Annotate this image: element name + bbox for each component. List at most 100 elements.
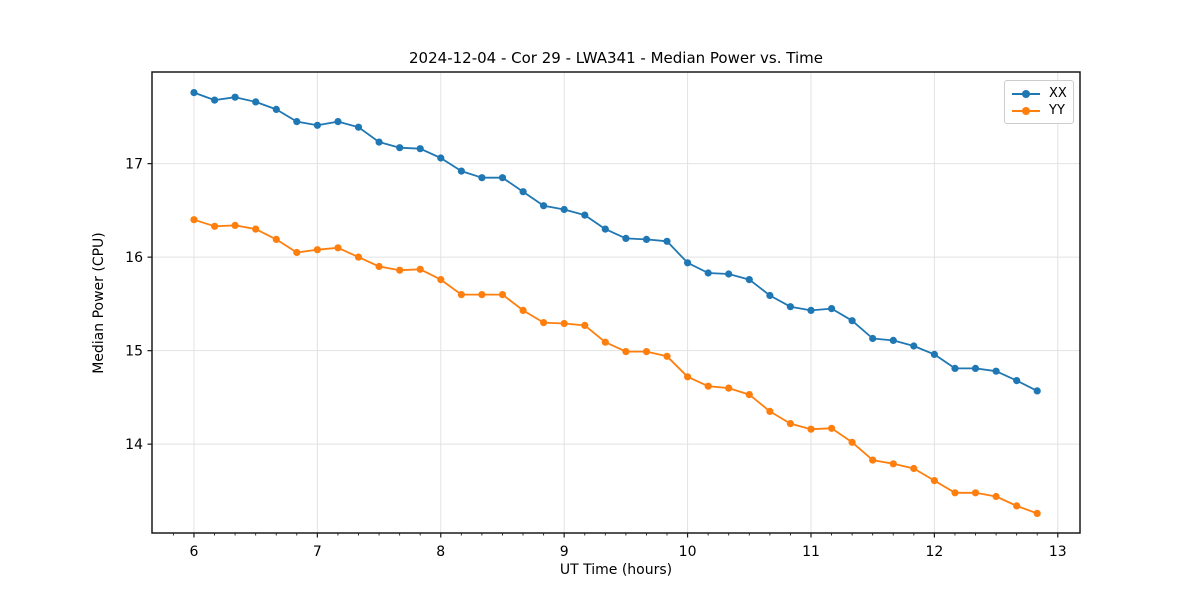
data-point-xx [745, 276, 753, 284]
data-point-yy [601, 338, 609, 346]
data-point-xx [848, 317, 856, 325]
chart-title: 2024-12-04 - Cor 29 - LWA341 - Median Po… [409, 49, 823, 67]
data-point-yy [581, 321, 589, 329]
data-point-xx [560, 205, 568, 214]
x-tick-label: 13 [1049, 544, 1067, 560]
legend-label-xx: XX [1049, 86, 1067, 101]
data-point-yy [786, 420, 795, 428]
data-point-xx [540, 202, 548, 210]
data-point-xx [725, 270, 733, 278]
data-point-xx [1033, 387, 1041, 395]
x-tick-label: 7 [313, 544, 322, 560]
data-point-yy [828, 424, 836, 432]
data-point-xx [354, 123, 363, 131]
data-point-xx [396, 144, 404, 152]
data-point-yy [992, 492, 1000, 501]
data-point-xx [293, 118, 301, 126]
legend-line-marker-icon [1012, 106, 1040, 115]
data-point-yy [807, 425, 815, 433]
data-point-xx [313, 121, 321, 129]
data-point-yy [211, 222, 219, 230]
data-point-xx [786, 303, 795, 311]
y-tick-label: 15 [125, 344, 143, 360]
data-point-xx [437, 154, 445, 162]
data-point-yy [704, 382, 712, 390]
legend-dot-yy [1022, 106, 1030, 115]
data-point-xx [828, 305, 836, 313]
data-point-xx [211, 96, 219, 104]
data-point-yy [293, 248, 301, 257]
data-point-yy [252, 225, 260, 233]
data-point-yy [231, 221, 239, 229]
data-point-xx [231, 93, 239, 101]
legend-entry-xx: XX [1012, 85, 1067, 102]
data-point-xx [272, 105, 280, 113]
data-point-xx [498, 174, 507, 182]
data-point-yy [889, 460, 897, 468]
data-point-xx [704, 269, 712, 277]
data-point-xx [601, 225, 609, 233]
data-point-yy [457, 291, 465, 299]
data-point-xx [889, 336, 897, 344]
data-point-xx [910, 342, 918, 350]
x-axis-label: UT Time (hours) [559, 562, 673, 578]
data-point-xx [334, 118, 342, 126]
data-point-xx [622, 234, 630, 242]
data-point-yy [766, 407, 774, 415]
data-point-xx [807, 306, 815, 314]
data-point-yy [971, 489, 980, 497]
data-point-xx [684, 259, 692, 267]
legend: XX YY [1004, 80, 1074, 124]
data-point-xx [478, 174, 486, 182]
data-point-yy [848, 438, 856, 446]
data-point-xx [252, 98, 260, 106]
data-point-yy [560, 319, 568, 328]
data-point-yy [272, 235, 280, 243]
data-point-xx [519, 188, 527, 196]
data-point-yy [622, 348, 630, 356]
data-point-yy [540, 319, 548, 327]
y-tick-label: 17 [125, 157, 143, 173]
data-point-xx [869, 334, 877, 343]
data-point-yy [396, 266, 404, 274]
data-point-xx [416, 145, 424, 153]
data-point-xx [992, 367, 1000, 375]
data-point-xx [971, 364, 980, 372]
data-point-yy [498, 291, 507, 299]
data-point-yy [869, 456, 877, 464]
data-point-yy [416, 265, 424, 273]
data-point-xx [375, 138, 383, 146]
data-point-yy [745, 391, 753, 399]
data-point-yy [375, 262, 383, 271]
data-point-yy [313, 246, 321, 254]
data-point-yy [334, 244, 342, 252]
x-tick-label: 10 [679, 544, 697, 560]
x-tick-label: 12 [925, 544, 943, 560]
y-tick-label: 16 [125, 250, 143, 266]
x-tick-label: 11 [802, 544, 820, 560]
data-point-xx [581, 211, 589, 219]
legend-entry-yy: YY [1012, 102, 1065, 119]
x-tick-label: 6 [189, 544, 198, 560]
data-point-yy [725, 384, 733, 392]
data-point-yy [1013, 502, 1021, 510]
data-point-yy [910, 464, 918, 473]
data-point-yy [519, 306, 527, 314]
data-point-yy [1033, 509, 1041, 517]
legend-line-marker-icon [1012, 89, 1040, 98]
data-point-xx [1013, 377, 1021, 385]
data-point-xx [457, 167, 465, 175]
plot-border [151, 71, 1081, 534]
data-point-xx [642, 235, 651, 243]
data-point-xx [951, 364, 959, 372]
y-tick-label: 14 [125, 437, 143, 453]
data-point-yy [684, 373, 692, 381]
data-point-yy [478, 291, 486, 299]
x-tick-label: 9 [560, 544, 569, 560]
data-point-yy [437, 276, 445, 284]
legend-label-yy: YY [1049, 103, 1065, 118]
data-point-xx [766, 291, 774, 300]
data-point-yy [190, 216, 198, 224]
